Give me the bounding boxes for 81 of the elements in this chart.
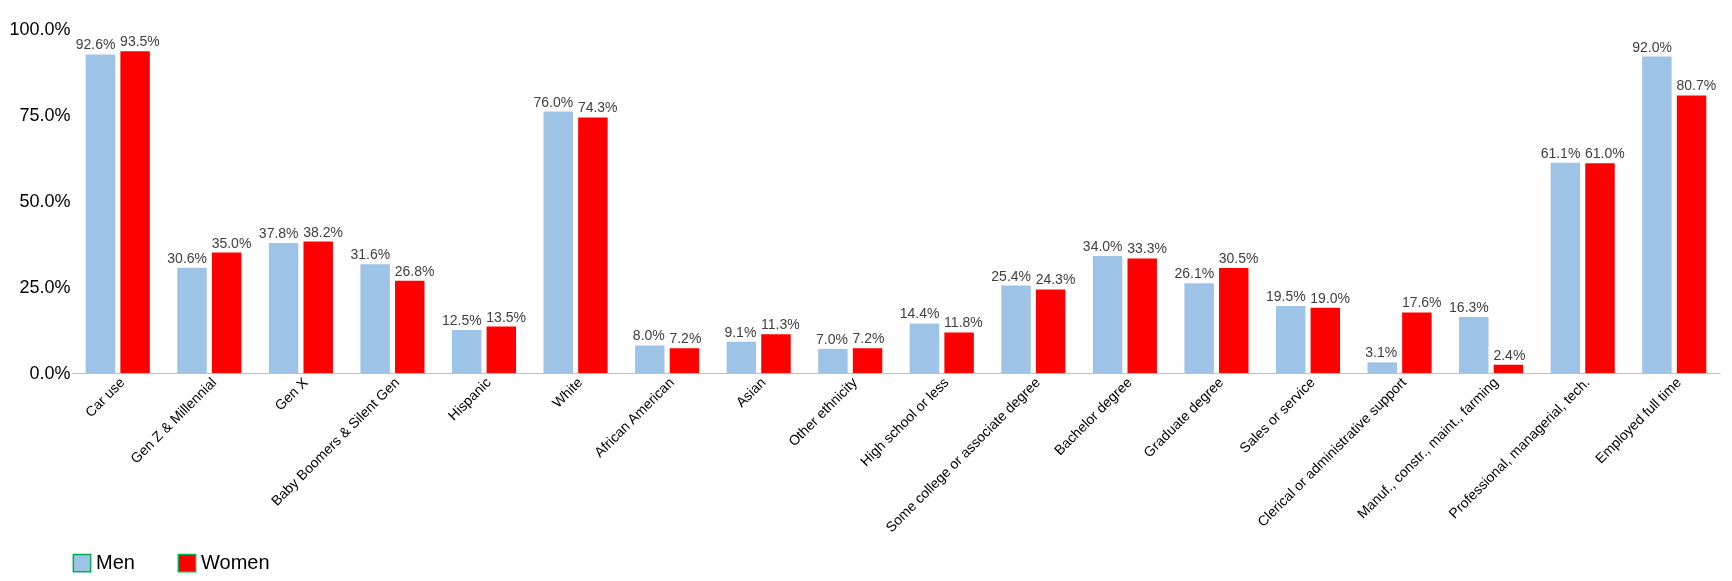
data-label: 8.0% — [632, 327, 665, 344]
bar — [395, 280, 425, 373]
data-label: 93.5% — [120, 33, 160, 50]
data-label: 38.2% — [303, 223, 343, 240]
bar — [1642, 56, 1672, 373]
data-label: 26.8% — [394, 262, 435, 279]
y-tick-label: 0.0% — [29, 362, 71, 383]
data-label: 19.5% — [1265, 287, 1306, 304]
bar — [268, 242, 299, 373]
data-label: 9.1% — [724, 323, 757, 340]
data-label: 92.6% — [75, 36, 116, 53]
x-tick-label: Car use — [81, 373, 128, 421]
data-label: 7.2% — [852, 330, 885, 347]
bar — [1367, 362, 1397, 373]
bar — [1127, 258, 1157, 373]
data-label: 61.0% — [1584, 145, 1625, 162]
bar — [578, 117, 608, 373]
bar — [211, 252, 242, 373]
data-label: 19.0% — [1310, 289, 1351, 306]
data-label: 25.4% — [991, 267, 1032, 284]
data-label: 13.5% — [486, 308, 527, 325]
bar — [1184, 283, 1214, 373]
data-label: 11.8% — [944, 314, 983, 331]
data-label: 7.2% — [669, 330, 702, 347]
bar — [120, 51, 150, 373]
bar — [726, 341, 757, 373]
bar — [85, 54, 116, 373]
bar — [177, 267, 207, 373]
data-label: 74.3% — [577, 99, 618, 116]
bar — [1459, 316, 1489, 373]
bar — [543, 111, 573, 373]
bar — [1585, 163, 1615, 373]
data-label: 11.3% — [760, 316, 800, 333]
bar — [1275, 305, 1306, 373]
bar — [1001, 285, 1031, 373]
data-label: 26.1% — [1174, 265, 1215, 282]
legend-label: Men — [96, 551, 135, 574]
bar — [635, 345, 665, 373]
bar — [1402, 312, 1432, 373]
data-label: 7.0% — [815, 330, 848, 347]
data-label: 37.8% — [258, 224, 299, 241]
bar — [486, 326, 517, 373]
data-label: 17.6% — [1401, 294, 1442, 311]
y-tick-label: 75.0% — [19, 104, 71, 125]
bar — [669, 348, 700, 373]
y-tick-label: 25.0% — [19, 276, 71, 297]
data-label: 2.4% — [1493, 346, 1526, 363]
data-label: 76.0% — [533, 93, 574, 110]
data-label: 24.3% — [1035, 271, 1076, 288]
data-label: 30.6% — [167, 249, 208, 266]
data-label: 14.4% — [899, 305, 940, 322]
bar — [1092, 256, 1123, 373]
bar — [360, 264, 390, 373]
data-label: 35.0% — [211, 234, 252, 251]
y-tick-label: 50.0% — [19, 190, 71, 211]
data-label: 16.3% — [1449, 298, 1489, 315]
data-label: 30.5% — [1218, 250, 1259, 267]
bar — [761, 334, 791, 373]
bar — [1035, 289, 1066, 373]
bar — [818, 348, 848, 373]
bar — [451, 330, 482, 373]
data-label: 12.5% — [441, 312, 482, 328]
bar — [909, 323, 940, 373]
data-label: 61.1% — [1540, 144, 1581, 161]
data-label: 80.7% — [1676, 77, 1717, 94]
data-label: 34.0% — [1082, 238, 1123, 255]
legend-label: Women — [201, 551, 270, 574]
bar — [944, 332, 974, 373]
x-tick-label: Gen X — [271, 373, 312, 414]
bar — [852, 348, 883, 373]
bar — [1550, 162, 1581, 373]
data-label: 3.1% — [1365, 344, 1398, 361]
y-tick-label: 100.0% — [9, 18, 71, 39]
bar — [1676, 95, 1707, 373]
data-label: 92.0% — [1632, 38, 1672, 55]
bar — [303, 241, 333, 373]
data-label: 31.6% — [350, 246, 391, 263]
bar — [1310, 307, 1341, 373]
bar — [1219, 268, 1249, 373]
data-label: 33.3% — [1127, 240, 1167, 257]
bar — [1493, 364, 1524, 373]
